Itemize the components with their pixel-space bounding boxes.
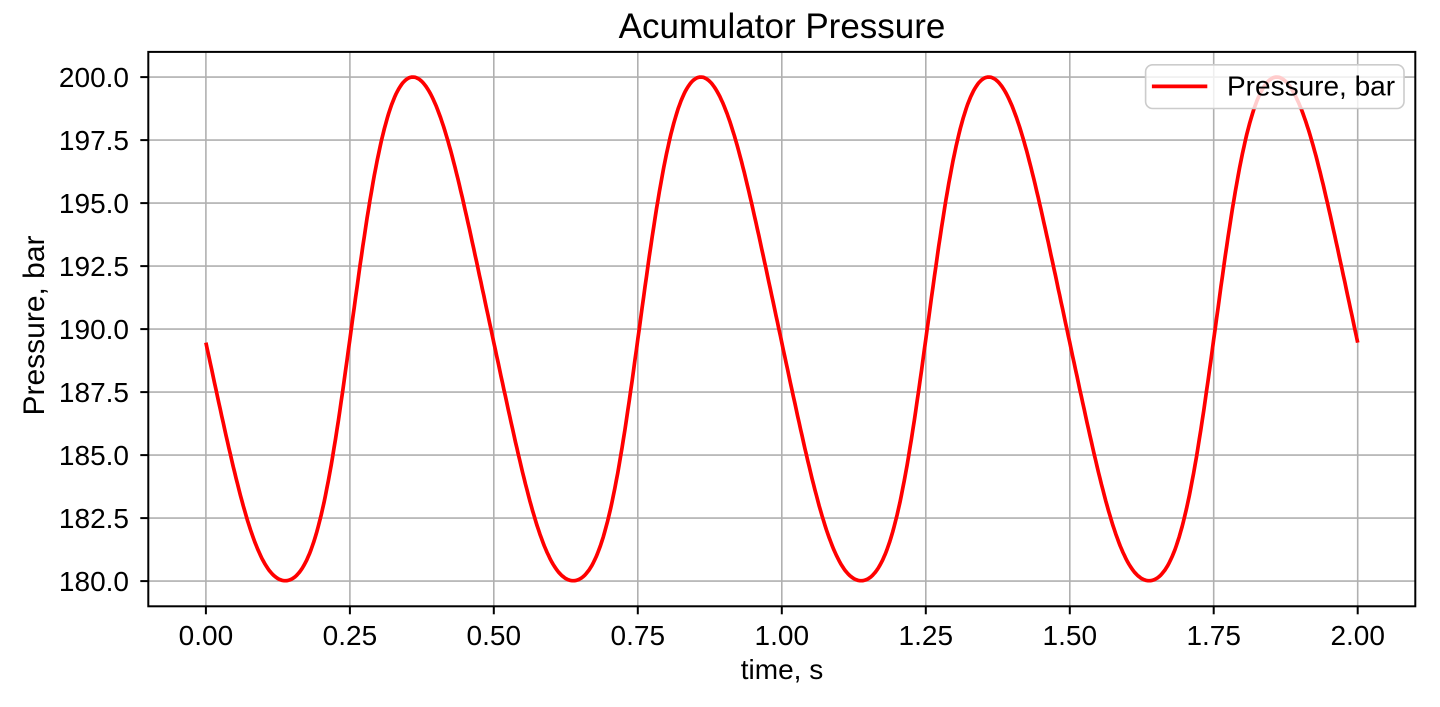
svg-text:187.5: 187.5 — [59, 377, 129, 408]
svg-text:Pressure, bar: Pressure, bar — [18, 235, 51, 415]
svg-text:197.5: 197.5 — [59, 125, 129, 156]
svg-text:1.00: 1.00 — [755, 620, 810, 651]
svg-text:Pressure, bar: Pressure, bar — [1227, 71, 1395, 102]
svg-text:192.5: 192.5 — [59, 251, 129, 282]
svg-text:0.00: 0.00 — [179, 620, 234, 651]
svg-text:0.50: 0.50 — [467, 620, 522, 651]
svg-text:180.0: 180.0 — [59, 566, 129, 597]
svg-text:185.0: 185.0 — [59, 440, 129, 471]
svg-text:0.75: 0.75 — [611, 620, 666, 651]
svg-text:1.75: 1.75 — [1186, 620, 1241, 651]
svg-text:200.0: 200.0 — [59, 62, 129, 93]
svg-text:1.25: 1.25 — [899, 620, 954, 651]
svg-text:Acumulator Pressure: Acumulator Pressure — [619, 7, 946, 46]
svg-text:190.0: 190.0 — [59, 314, 129, 345]
svg-text:195.0: 195.0 — [59, 188, 129, 219]
svg-text:0.25: 0.25 — [323, 620, 378, 651]
svg-text:2.00: 2.00 — [1330, 620, 1385, 651]
svg-text:182.5: 182.5 — [59, 503, 129, 534]
svg-text:1.50: 1.50 — [1043, 620, 1098, 651]
svg-text:time, s: time, s — [741, 654, 823, 685]
